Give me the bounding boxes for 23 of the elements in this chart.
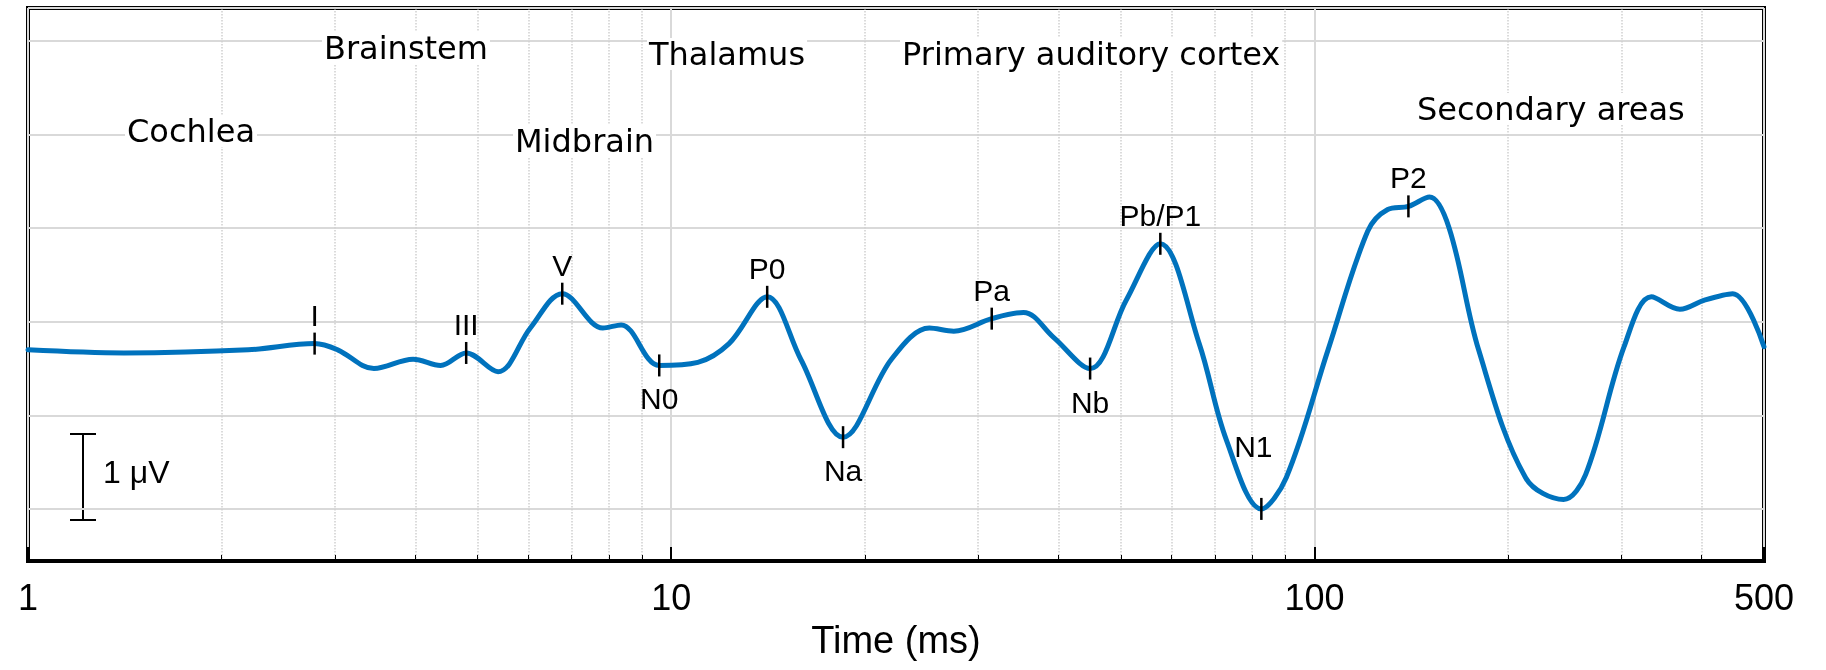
text: Primary auditory cortex bbox=[902, 35, 1281, 73]
annotation: I bbox=[310, 298, 319, 332]
annotation: Na bbox=[823, 454, 863, 488]
x-tick-label: 100 bbox=[1284, 576, 1345, 618]
annotation: 1 μV bbox=[103, 454, 171, 490]
annotation: P2 bbox=[1390, 161, 1427, 195]
text: Thalamus bbox=[648, 35, 806, 73]
annotation: Pa bbox=[973, 273, 1011, 307]
x-tick-label: 1 bbox=[17, 576, 39, 618]
text: Brainstem bbox=[324, 29, 488, 67]
x-tick-label: 10 bbox=[651, 576, 692, 618]
annotation: N0 bbox=[640, 382, 679, 416]
text: Midbrain bbox=[515, 122, 655, 160]
annotation: N1 bbox=[1234, 429, 1273, 463]
annotation: III bbox=[453, 307, 479, 341]
text: Secondary areas bbox=[1417, 90, 1685, 128]
annotation: V bbox=[552, 248, 573, 282]
x-axis-title: Time (ms) bbox=[811, 619, 981, 661]
annotation: P0 bbox=[748, 251, 786, 285]
annotation: Pb/P1 bbox=[1119, 198, 1202, 232]
x-tick-label: 500 bbox=[1733, 576, 1795, 618]
text: Cochlea bbox=[127, 112, 255, 150]
annotation: Nb bbox=[1070, 385, 1110, 419]
